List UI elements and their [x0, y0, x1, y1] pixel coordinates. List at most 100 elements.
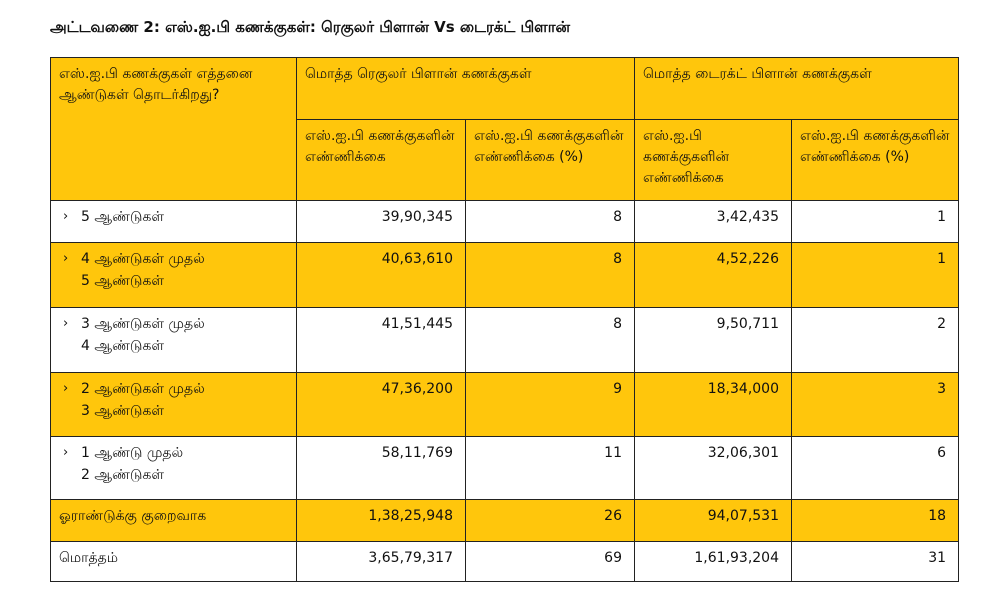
regular-pct: 8: [613, 209, 622, 225]
direct-count: 32,06,301: [707, 445, 779, 461]
header-row-group: எஸ்.ஐ.பி கணக்குகள் எத்தனை ஆண்டுகள் தொடர்…: [50, 57, 960, 201]
row-label-cell: › 1 ஆண்டு முதல் 2 ஆண்டுகள்: [50, 436, 297, 500]
header-row-sub: எஸ்.ஐ.பி கணக்குகளின் எண்ணிக்கை எஸ்.ஐ.பி …: [51, 119, 960, 201]
total-row: மொத்தம் 3,65,79,317 69 1,61,93,204 31: [50, 541, 960, 582]
regular-pct: 8: [613, 316, 622, 332]
regular-count-cell: 39,90,345: [296, 200, 466, 243]
direct-pct-cell: 6: [790, 436, 960, 500]
regular-pct: 11: [604, 445, 622, 461]
header-regular-count: எஸ்.ஐ.பி கணக்குகளின் எண்ணிக்கை: [296, 119, 466, 201]
chevron-right-icon: ›: [63, 445, 69, 460]
chevron-right-icon: ›: [63, 251, 69, 266]
regular-count-cell: 58,11,769: [296, 436, 466, 500]
chevron-right-icon: ›: [63, 316, 69, 331]
table-title: அட்டவணை 2: எஸ்.ஐ.பி கணக்குகள்: ரெகுலர் ப…: [50, 18, 571, 36]
header-regular-count-text: எஸ்.ஐ.பி கணக்குகளின் எண்ணிக்கை: [305, 128, 455, 165]
row-label-cell: ஓராண்டுக்கு குறைவாக: [50, 499, 297, 542]
header-regular-pct-text: எஸ்.ஐ.பி கணக்குகளின் எண்ணிக்கை (%): [474, 128, 624, 165]
chevron-right-icon: ›: [63, 381, 69, 396]
row-label: 2 ஆண்டுகள் முதல் 3 ஆண்டுகள்: [81, 381, 205, 419]
total-direct-count-cell: 1,61,93,204: [634, 541, 792, 582]
header-regular-pct: எஸ்.ஐ.பி கணக்குகளின் எண்ணிக்கை (%): [465, 119, 635, 201]
header-direct-pct-text: எஸ்.ஐ.பி கணக்குகளின் எண்ணிக்கை (%): [800, 128, 950, 165]
direct-pct-cell: 18: [790, 499, 960, 542]
regular-pct: 8: [613, 251, 622, 267]
row-label: 3 ஆண்டுகள் முதல் 4 ஆண்டுகள்: [81, 316, 205, 354]
header-duration-text: எஸ்.ஐ.பி கணக்குகள் எத்தனை ஆண்டுகள் தொடர்…: [59, 66, 253, 103]
header-direct-pct: எஸ்.ஐ.பி கணக்குகளின் எண்ணிக்கை (%): [790, 119, 960, 201]
direct-count: 3,42,435: [716, 209, 779, 225]
direct-pct: 3: [937, 381, 947, 397]
regular-pct-cell: 8: [465, 307, 635, 373]
total-regular-count-cell: 3,65,79,317: [296, 541, 466, 582]
total-regular-count: 3,65,79,317: [368, 550, 453, 566]
total-label-cell: மொத்தம்: [50, 541, 297, 582]
chevron-right-icon: ›: [63, 209, 69, 224]
row-label-cell: › 2 ஆண்டுகள் முதல் 3 ஆண்டுகள்: [50, 372, 297, 437]
row-label-cell: › 5 ஆண்டுகள்: [50, 200, 297, 243]
total-direct-pct-cell: 31: [790, 541, 960, 582]
direct-pct-cell: 1: [790, 242, 960, 308]
table-row: › 1 ஆண்டு முதல் 2 ஆண்டுகள் 58,11,769 11 3…: [50, 436, 960, 500]
direct-count: 4,52,226: [716, 251, 779, 267]
regular-count-cell: 41,51,445: [296, 307, 466, 373]
total-direct-pct: 31: [928, 550, 947, 566]
direct-pct-cell: 1: [790, 200, 960, 243]
sip-accounts-table: எஸ்.ஐ.பி கணக்குகள் எத்தனை ஆண்டுகள் தொடர்…: [50, 57, 960, 582]
direct-count: 18,34,000: [707, 381, 779, 397]
direct-pct: 18: [928, 508, 947, 524]
regular-pct: 9: [613, 381, 622, 397]
direct-pct: 6: [937, 445, 947, 461]
total-regular-pct: 69: [604, 550, 622, 566]
regular-count-cell: 47,36,200: [296, 372, 466, 437]
row-label: 5 ஆண்டுகள்: [81, 209, 164, 225]
header-direct-plan: மொத்த டைரக்ட் பிளான் கணக்குகள்: [633, 57, 960, 120]
table-row: › 5 ஆண்டுகள் 39,90,345 8 3,42,435 1: [50, 200, 960, 243]
row-label: 1 ஆண்டு முதல் 2 ஆண்டுகள்: [81, 445, 184, 483]
row-label: 4 ஆண்டுகள் முதல் 5 ஆண்டுகள்: [81, 251, 205, 289]
total-label: மொத்தம்: [59, 550, 118, 566]
direct-pct: 1: [937, 251, 947, 267]
direct-count-cell: 4,52,226: [634, 242, 792, 308]
total-direct-count: 1,61,93,204: [694, 550, 779, 566]
regular-count: 40,63,610: [381, 251, 453, 267]
header-duration: எஸ்.ஐ.பி கணக்குகள் எத்தனை ஆண்டுகள் தொடர்…: [50, 57, 297, 201]
direct-count-cell: 9,50,711: [634, 307, 792, 373]
table-row: ஓராண்டுக்கு குறைவாக 1,38,25,948 26 94,07…: [50, 499, 960, 542]
table-row: › 2 ஆண்டுகள் முதல் 3 ஆண்டுகள் 47,36,200 9…: [50, 372, 960, 437]
regular-pct-cell: 26: [465, 499, 635, 542]
regular-count: 1,38,25,948: [368, 508, 453, 524]
direct-count: 94,07,531: [707, 508, 779, 524]
table-row: › 4 ஆண்டுகள் முதல் 5 ஆண்டுகள் 40,63,610 8…: [50, 242, 960, 308]
header-direct-plan-text: மொத்த டைரக்ட் பிளான் கணக்குகள்: [643, 66, 872, 82]
direct-count-cell: 3,42,435: [634, 200, 792, 243]
row-label: ஓராண்டுக்கு குறைவாக: [59, 508, 207, 524]
row-label-cell: › 4 ஆண்டுகள் முதல் 5 ஆண்டுகள்: [50, 242, 297, 308]
header-regular-plan-text: மொத்த ரெகுலர் பிளான் கணக்குகள்: [305, 66, 532, 82]
direct-count-cell: 94,07,531: [634, 499, 792, 542]
direct-pct-cell: 2: [790, 307, 960, 373]
total-regular-pct-cell: 69: [465, 541, 635, 582]
regular-count-cell: 40,63,610: [296, 242, 466, 308]
table-row: › 3 ஆண்டுகள் முதல் 4 ஆண்டுகள் 41,51,445 8…: [50, 307, 960, 373]
header-direct-count: எஸ்.ஐ.பி கணக்குகளின் எண்ணிக்கை: [634, 119, 792, 201]
direct-pct: 1: [937, 209, 947, 225]
row-label-cell: › 3 ஆண்டுகள் முதல் 4 ஆண்டுகள்: [50, 307, 297, 373]
regular-count: 39,90,345: [381, 209, 453, 225]
direct-count-cell: 32,06,301: [634, 436, 792, 500]
regular-count: 58,11,769: [381, 445, 453, 461]
regular-count-cell: 1,38,25,948: [296, 499, 466, 542]
direct-pct: 2: [937, 316, 947, 332]
regular-pct-cell: 9: [465, 372, 635, 437]
regular-pct: 26: [604, 508, 622, 524]
header-direct-count-text: எஸ்.ஐ.பி கணக்குகளின் எண்ணிக்கை: [643, 128, 730, 186]
regular-pct-cell: 11: [465, 436, 635, 500]
direct-count: 9,50,711: [716, 316, 779, 332]
header-regular-plan: மொத்த ரெகுலர் பிளான் கணக்குகள்: [296, 57, 635, 120]
regular-count: 47,36,200: [381, 381, 453, 397]
regular-pct-cell: 8: [465, 200, 635, 243]
direct-pct-cell: 3: [790, 372, 960, 437]
regular-pct-cell: 8: [465, 242, 635, 308]
regular-count: 41,51,445: [381, 316, 453, 332]
direct-count-cell: 18,34,000: [634, 372, 792, 437]
